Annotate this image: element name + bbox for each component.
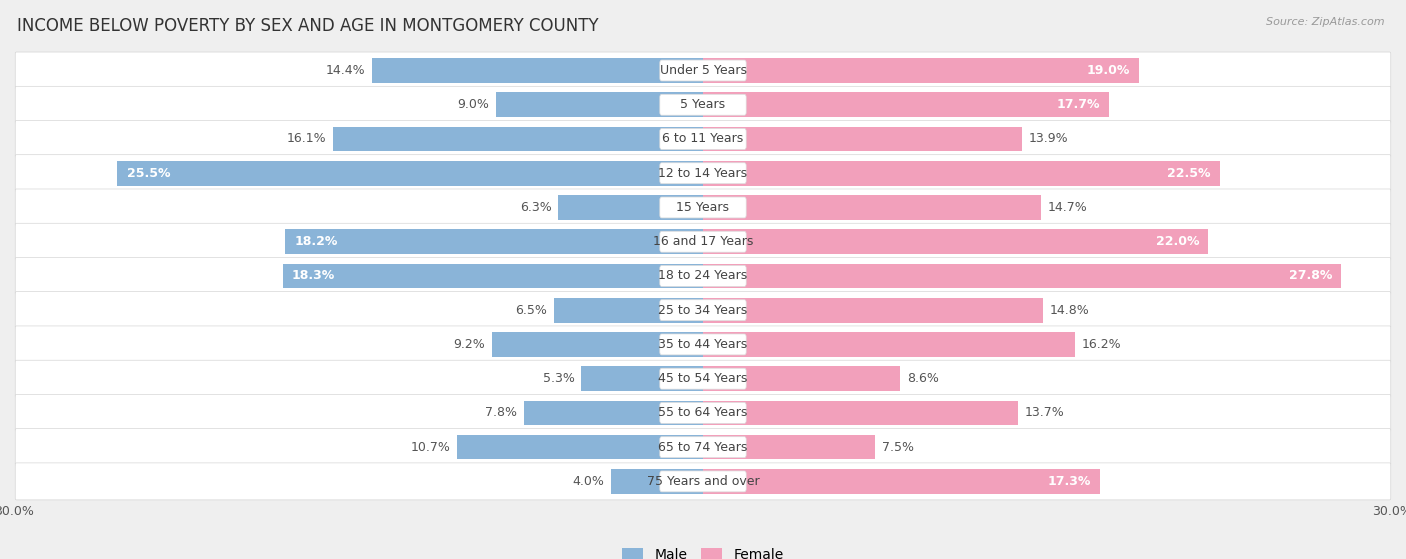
Text: 30.0%: 30.0% [0,505,34,518]
Text: 9.2%: 9.2% [453,338,485,351]
FancyBboxPatch shape [15,429,1391,466]
FancyBboxPatch shape [659,334,747,355]
FancyBboxPatch shape [15,292,1391,329]
Bar [703,195,1040,220]
Text: 13.7%: 13.7% [1025,406,1064,419]
Text: 4.0%: 4.0% [572,475,605,488]
Bar [558,195,703,220]
FancyBboxPatch shape [659,197,747,218]
Bar [703,366,900,391]
Bar [703,229,1208,254]
FancyBboxPatch shape [15,258,1391,295]
Text: 18 to 24 Years: 18 to 24 Years [658,269,748,282]
Text: 13.9%: 13.9% [1029,132,1069,145]
Bar [703,435,875,459]
Bar [285,229,703,254]
Text: 75 Years and over: 75 Years and over [647,475,759,488]
Text: 22.0%: 22.0% [1156,235,1199,248]
Bar [333,127,703,151]
FancyBboxPatch shape [15,223,1391,260]
FancyBboxPatch shape [659,437,747,458]
Text: 6 to 11 Years: 6 to 11 Years [662,132,744,145]
Text: 16.2%: 16.2% [1083,338,1122,351]
Legend: Male, Female: Male, Female [617,543,789,559]
Bar [283,264,703,288]
FancyBboxPatch shape [15,189,1391,226]
Text: 9.0%: 9.0% [457,98,489,111]
Text: Under 5 Years: Under 5 Years [659,64,747,77]
FancyBboxPatch shape [659,471,747,492]
Text: 14.8%: 14.8% [1050,304,1090,317]
Text: 6.5%: 6.5% [515,304,547,317]
FancyBboxPatch shape [659,368,747,389]
Text: 8.6%: 8.6% [907,372,939,385]
FancyBboxPatch shape [15,326,1391,363]
Text: 12 to 14 Years: 12 to 14 Years [658,167,748,180]
Text: 25 to 34 Years: 25 to 34 Years [658,304,748,317]
FancyBboxPatch shape [15,360,1391,397]
FancyBboxPatch shape [659,231,747,252]
Bar [703,161,1219,186]
Text: 19.0%: 19.0% [1087,64,1130,77]
Text: Source: ZipAtlas.com: Source: ZipAtlas.com [1267,17,1385,27]
Text: 5.3%: 5.3% [543,372,575,385]
Text: 10.7%: 10.7% [411,440,450,454]
Text: INCOME BELOW POVERTY BY SEX AND AGE IN MONTGOMERY COUNTY: INCOME BELOW POVERTY BY SEX AND AGE IN M… [17,17,599,35]
Text: 18.2%: 18.2% [294,235,337,248]
Bar [703,264,1341,288]
Bar [117,161,703,186]
FancyBboxPatch shape [659,163,747,184]
Text: 45 to 54 Years: 45 to 54 Years [658,372,748,385]
Bar [703,92,1109,117]
Text: 17.3%: 17.3% [1047,475,1091,488]
Text: 14.4%: 14.4% [326,64,366,77]
Text: 55 to 64 Years: 55 to 64 Years [658,406,748,419]
Text: 35 to 44 Years: 35 to 44 Years [658,338,748,351]
FancyBboxPatch shape [15,395,1391,432]
Text: 16.1%: 16.1% [287,132,326,145]
Bar [703,298,1043,323]
Text: 7.8%: 7.8% [485,406,517,419]
Bar [703,401,1018,425]
FancyBboxPatch shape [659,266,747,286]
FancyBboxPatch shape [659,60,747,81]
Text: 7.5%: 7.5% [882,440,914,454]
Text: 15 Years: 15 Years [676,201,730,214]
Bar [703,469,1101,494]
FancyBboxPatch shape [659,300,747,321]
Text: 27.8%: 27.8% [1289,269,1333,282]
Text: 65 to 74 Years: 65 to 74 Years [658,440,748,454]
FancyBboxPatch shape [15,86,1391,123]
FancyBboxPatch shape [659,94,747,115]
Text: 25.5%: 25.5% [127,167,170,180]
Bar [703,58,1139,83]
Bar [581,366,703,391]
Text: 14.7%: 14.7% [1047,201,1087,214]
Bar [703,332,1076,357]
Bar [496,92,703,117]
FancyBboxPatch shape [15,121,1391,158]
Text: 22.5%: 22.5% [1167,167,1211,180]
Bar [703,127,1022,151]
Text: 17.7%: 17.7% [1057,98,1101,111]
FancyBboxPatch shape [659,402,747,423]
FancyBboxPatch shape [15,155,1391,192]
Bar [612,469,703,494]
Bar [492,332,703,357]
FancyBboxPatch shape [15,52,1391,89]
Bar [373,58,703,83]
Text: 18.3%: 18.3% [292,269,335,282]
Bar [457,435,703,459]
Text: 30.0%: 30.0% [1372,505,1406,518]
Text: 16 and 17 Years: 16 and 17 Years [652,235,754,248]
FancyBboxPatch shape [659,129,747,149]
Bar [554,298,703,323]
Bar [524,401,703,425]
FancyBboxPatch shape [15,463,1391,500]
Text: 6.3%: 6.3% [520,201,551,214]
Text: 5 Years: 5 Years [681,98,725,111]
